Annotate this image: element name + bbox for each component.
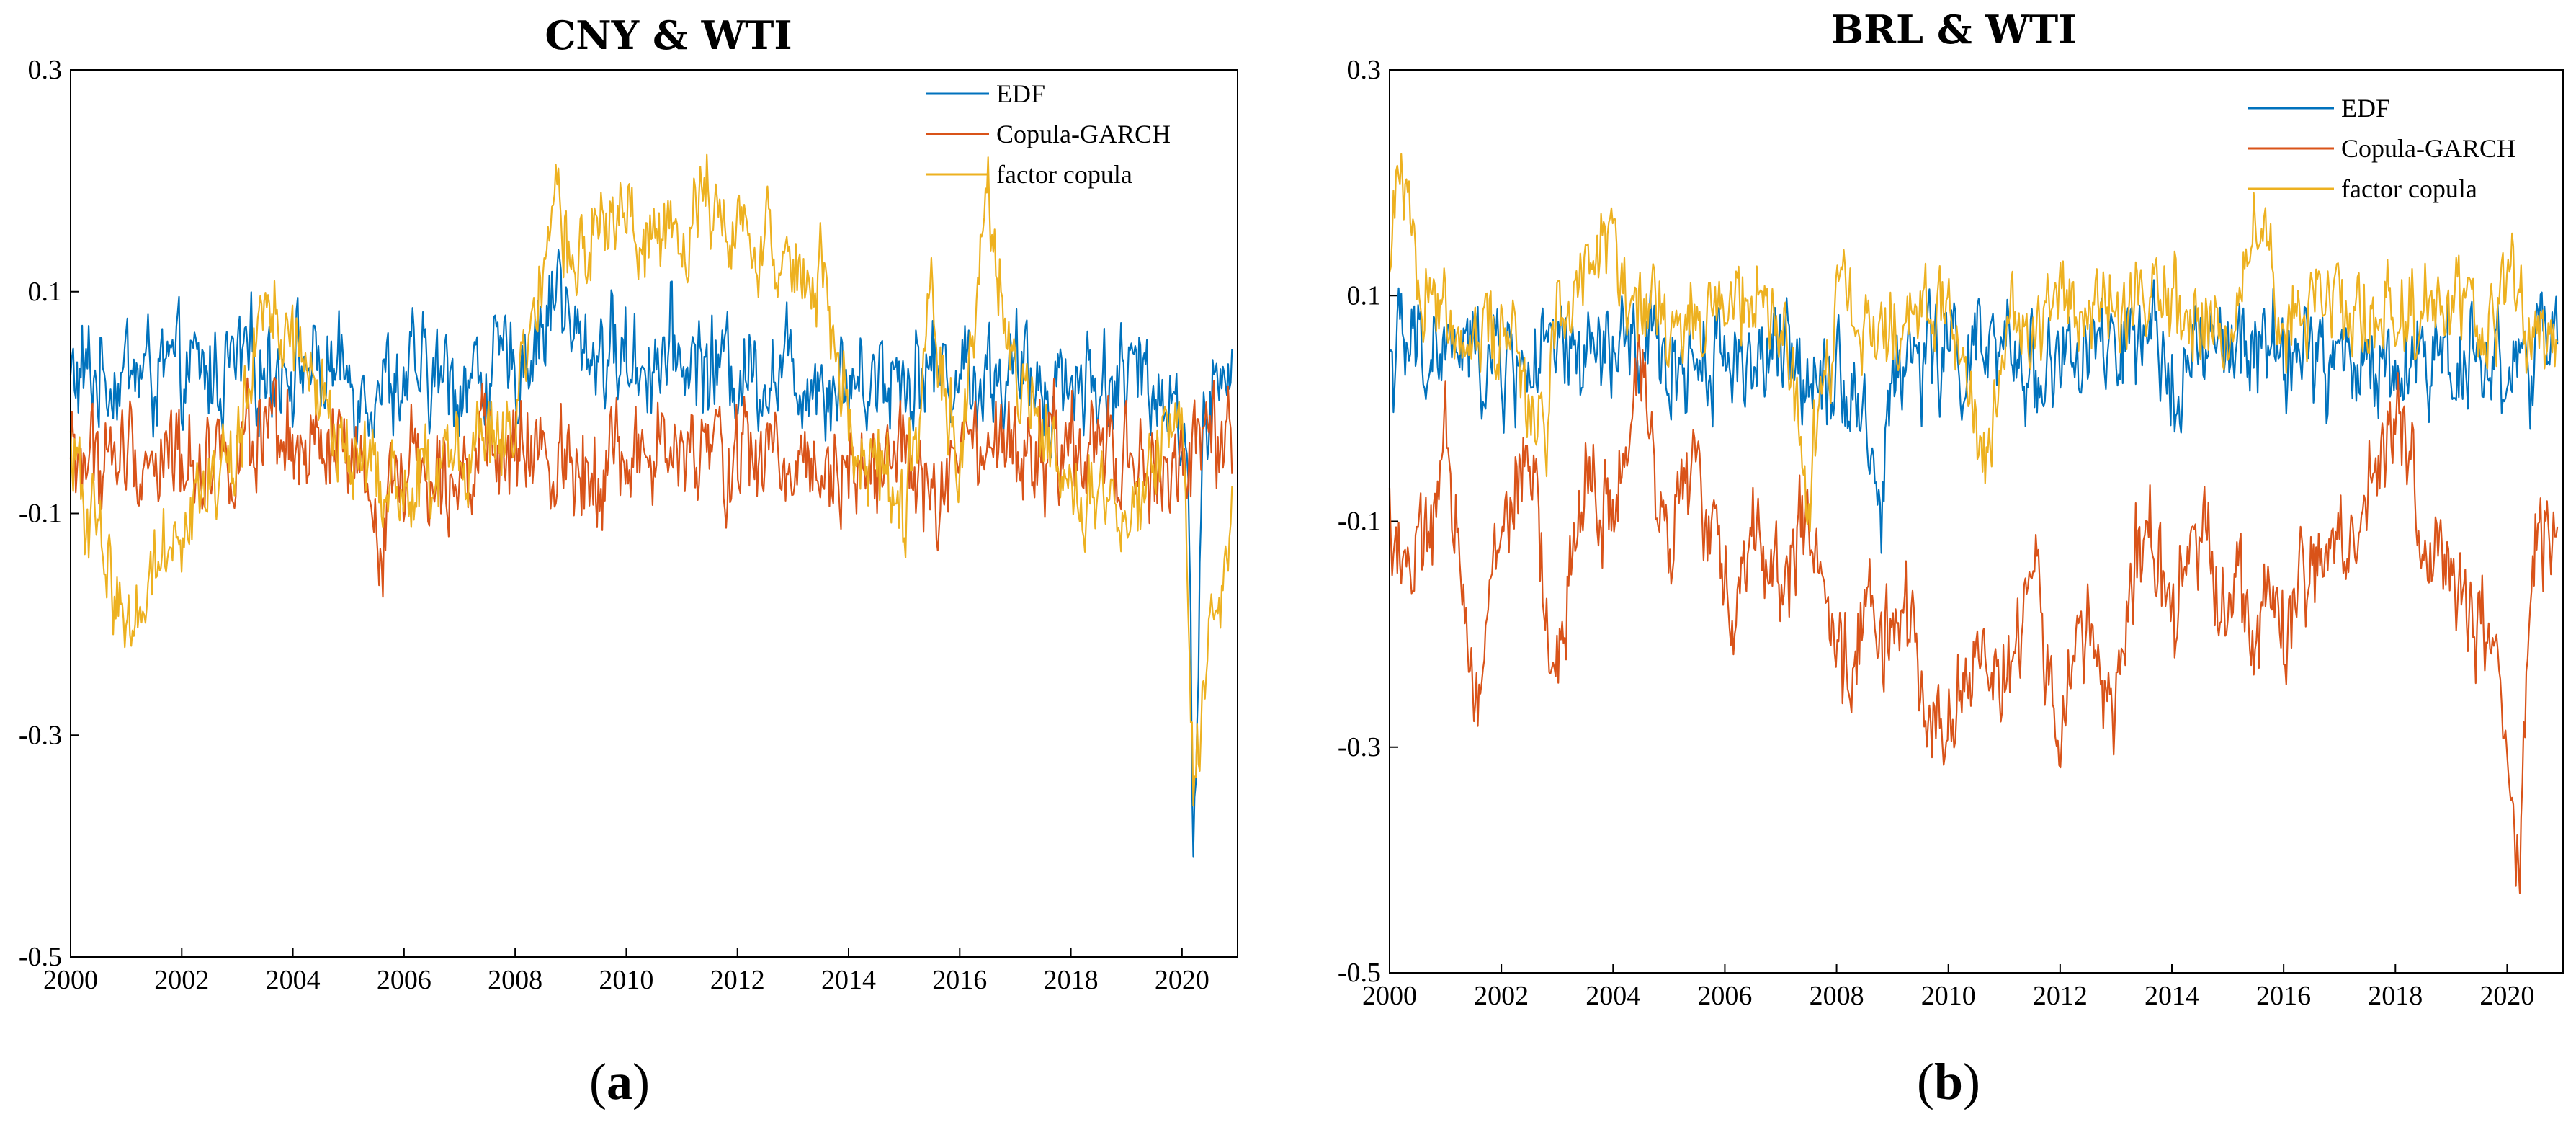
y-tick-label: -0.3 — [1338, 732, 1381, 762]
x-tick-label: 2010 — [599, 965, 653, 995]
x-tick-label: 2018 — [1044, 965, 1099, 995]
x-tick-label: 2006 — [1697, 981, 1752, 1011]
x-tick-label: 2010 — [1921, 981, 1976, 1011]
series-lines — [1388, 153, 2559, 894]
series-line-copula-garch — [1388, 334, 2559, 894]
y-tick-label: 0.3 — [28, 55, 63, 85]
x-tick-label: 2000 — [43, 965, 98, 995]
x-tick-label: 2020 — [2479, 981, 2534, 1011]
caption-a: (a) — [589, 1053, 650, 1110]
x-tick-label: 2016 — [932, 965, 987, 995]
x-tick-label: 2002 — [154, 965, 209, 995]
legend: EDF Copula-GARCH factor copula — [2248, 94, 2515, 203]
y-tick-label: -0.1 — [19, 499, 62, 529]
series-line-edf — [69, 249, 1233, 858]
x-axis: 2000 2002 2004 2006 2008 2010 2012 2014 2016 2018… — [1362, 964, 2534, 1011]
x-tick-label: 2016 — [2256, 981, 2311, 1011]
y-tick-label: -0.5 — [1338, 958, 1381, 988]
x-tick-label: 2004 — [1586, 981, 1640, 1011]
x-tick-label: 2004 — [266, 965, 321, 995]
series-line-factor-copula — [1388, 153, 2559, 533]
x-tick-label: 2014 — [821, 965, 876, 995]
y-axis: 0.3 0.1 -0.1 -0.3 -0.5 — [1338, 55, 1398, 988]
x-tick-label: 2000 — [1362, 981, 1417, 1011]
legend-label: factor copula — [2341, 174, 2477, 203]
y-tick-label: 0.1 — [28, 277, 63, 307]
legend-label: Copula-GARCH — [996, 120, 1171, 148]
x-tick-label: 2002 — [1474, 981, 1529, 1011]
caption-b: (b) — [1917, 1053, 1980, 1110]
x-tick-label: 2012 — [2033, 981, 2088, 1011]
legend-label: Copula-GARCH — [2341, 134, 2515, 163]
y-tick-label: -0.3 — [19, 720, 62, 750]
x-tick-label: 2006 — [377, 965, 431, 995]
legend-label: EDF — [2341, 94, 2390, 123]
plot-frame — [1389, 69, 2564, 974]
x-tick-label: 2014 — [2145, 981, 2199, 1011]
y-tick-label: -0.1 — [1338, 507, 1381, 537]
series-line-copula-garch — [69, 376, 1233, 598]
series-line-edf — [1389, 279, 2559, 554]
series-lines — [69, 153, 1233, 858]
x-tick-label: 2012 — [710, 965, 765, 995]
y-tick-label: 0.1 — [1347, 280, 1382, 311]
chart-panel-b: BRL & WTI 0.30.1-0.1-0.3-0.5 2000 2002 200… — [1338, 6, 2564, 1110]
x-tick-label: 2020 — [1155, 965, 1209, 995]
x-tick-label: 2008 — [1810, 981, 1864, 1011]
legend-label: EDF — [996, 79, 1045, 108]
legend: EDF Copula-GARCH factor copula — [926, 79, 1171, 189]
x-tick-label: 2018 — [2368, 981, 2423, 1011]
series-line-factor-copula — [69, 153, 1233, 807]
chart-title: BRL & WTI — [1831, 6, 2077, 53]
chart-panel-a: CNY & WTI 0.30.1-0.1-0.3-0.5 2000 2002 200… — [19, 12, 1238, 1110]
y-axis: 0.3 0.1 -0.1 -0.3 -0.5 — [19, 55, 79, 972]
y-tick-label: -0.5 — [19, 942, 62, 972]
x-axis: 2000 2002 2004 2006 2008 2010 2012 2014 2016 2018… — [43, 948, 1209, 995]
legend-label: factor copula — [996, 160, 1132, 189]
x-tick-label: 2008 — [488, 965, 542, 995]
plot-frame — [70, 69, 1238, 958]
chart-title: CNY & WTI — [545, 12, 792, 58]
y-tick-label: 0.3 — [1347, 55, 1382, 85]
